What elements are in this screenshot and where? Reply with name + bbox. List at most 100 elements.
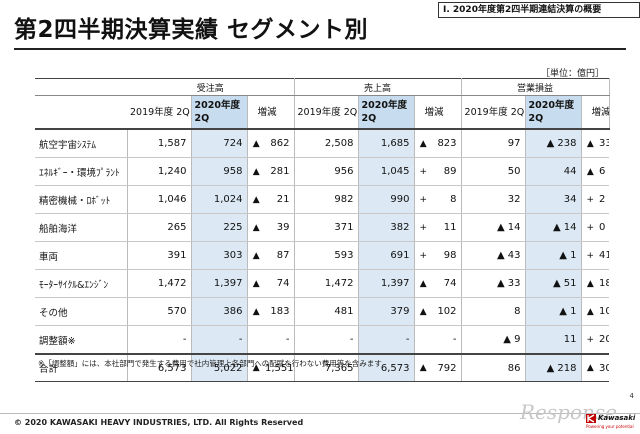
group-operating-income: 営業損益 <box>461 78 610 96</box>
cell-o-chg: - <box>265 325 295 355</box>
cell-o-chg: 87 <box>265 241 295 270</box>
cell-s-sign: ▲ <box>414 269 433 298</box>
cell-o-chg: 1,551 <box>265 353 295 382</box>
segment-results-table: 受注高 売上高 営業損益 2019年度 2Q 2020年度 2Q 増減 2019… <box>35 78 610 382</box>
kawasaki-mark-icon <box>586 414 596 423</box>
cell-o-prev: 1,472 <box>127 269 192 298</box>
page-title: 第2四半期決算実績 セグメント別 <box>14 17 369 43</box>
cell-o-chg: 39 <box>265 213 295 242</box>
cell-s-cur: 691 <box>358 241 415 270</box>
cell-s-chg: 102 <box>432 297 462 326</box>
cell-o-prev: - <box>127 325 192 355</box>
cell-s-sign: ▲ <box>414 129 433 158</box>
cell-o-cur: 386 <box>191 297 248 326</box>
cell-o-cur: 5,022 <box>191 353 248 382</box>
cell-s-cur: 990 <box>358 185 415 214</box>
cell-o-sign: ▲ <box>247 157 265 186</box>
col-prev: 2019年度 2Q <box>294 95 359 130</box>
sub-header-row: 2019年度 2Q 2020年度 2Q 増減 2019年度 2Q 2020年度 … <box>35 95 610 130</box>
cell-s-cur: 379 <box>358 297 415 326</box>
total-row: 合計 6,573 5,022 ▲ 1,551 7,365 6,573 ▲ 792 86 ▲ 218 ▲… <box>35 353 610 382</box>
cell-o-cur: 958 <box>191 157 248 186</box>
cell-p-sign: ▲ <box>581 129 600 158</box>
group-header-row: 受注高 売上高 営業損益 <box>35 78 610 96</box>
cell-p-chg: 41 <box>599 241 610 270</box>
copyright: © 2020 KAWASAKI HEAVY INDUSTRIES, LTD. A… <box>14 418 304 427</box>
cell-s-cur: 382 <box>358 213 415 242</box>
cell-s-prev: 593 <box>294 241 359 270</box>
cell-s-chg: 8 <box>432 185 462 214</box>
brand-tagline: Powering your potential <box>586 424 634 429</box>
segment-name: その他 <box>35 297 128 326</box>
cell-p-prev: 8 <box>461 297 526 326</box>
section-label: Ⅰ. 2020年度第2四半期連結決算の概要 <box>438 2 640 18</box>
cell-o-sign: ▲ <box>247 213 265 242</box>
segment-name: ﾓｰﾀｰｻｲｸﾙ&ｴﾝｼﾞﾝ <box>35 269 128 298</box>
cell-s-sign: + <box>414 157 433 186</box>
cell-o-prev: 1,587 <box>127 129 192 158</box>
watermark-logo: Response. <box>520 400 624 424</box>
cell-p-sign: + <box>581 325 600 355</box>
cell-p-cur: ▲ 1 <box>525 297 582 326</box>
cell-p-sign: + <box>581 185 600 214</box>
cell-p-sign: + <box>581 213 600 242</box>
cell-o-chg: 281 <box>265 157 295 186</box>
cell-s-cur: 1,397 <box>358 269 415 298</box>
corner-cell <box>35 78 127 96</box>
cell-s-sign <box>414 325 433 355</box>
cell-s-chg: 89 <box>432 157 462 186</box>
cell-o-sign: ▲ <box>247 297 265 326</box>
cell-p-cur: ▲ 51 <box>525 269 582 298</box>
cell-s-cur: 6,573 <box>358 353 415 382</box>
table-row: ﾓｰﾀｰｻｲｸﾙ&ｴﾝｼﾞﾝ 1,472 1,397 ▲ 74 1,472 1,397 ▲ 74… <box>35 269 610 298</box>
cell-p-prev: 86 <box>461 353 526 382</box>
cell-s-prev: 956 <box>294 157 359 186</box>
cell-p-prev: 50 <box>461 157 526 186</box>
title-underline <box>14 48 626 50</box>
cell-o-sign: ▲ <box>247 353 265 382</box>
cell-o-sign: ▲ <box>247 129 265 158</box>
cell-o-sign: ▲ <box>247 269 265 298</box>
segment-name: 車両 <box>35 241 128 270</box>
cell-p-cur: 44 <box>525 157 582 186</box>
cell-s-prev: 7,365 <box>294 353 359 382</box>
segment-name: ｴﾈﾙｷﾞｰ・環境ﾌﾟﾗﾝﾄ <box>35 157 128 186</box>
col-change: 増減 <box>247 95 295 130</box>
page-number: 4 <box>629 392 634 400</box>
cell-o-chg: 21 <box>265 185 295 214</box>
cell-p-sign: ▲ <box>581 269 600 298</box>
cell-p-cur: 11 <box>525 325 582 355</box>
cell-o-cur: 1,397 <box>191 269 248 298</box>
cell-p-chg: 20 <box>599 325 610 355</box>
cell-o-cur: 303 <box>191 241 248 270</box>
cell-o-prev: 570 <box>127 297 192 326</box>
cell-p-prev: ▲ 9 <box>461 325 526 355</box>
table-row: 船舶海洋 265 225 ▲ 39 371 382 +11 ▲ 14 ▲ 14 +0 <box>35 213 610 242</box>
cell-p-prev: ▲ 43 <box>461 241 526 270</box>
cell-p-chg: 2 <box>599 185 610 214</box>
cell-s-sign: ▲ <box>414 297 433 326</box>
cell-s-prev: - <box>294 325 359 355</box>
cell-p-cur: ▲ 1 <box>525 241 582 270</box>
cell-p-sign: + <box>581 241 600 270</box>
segment-name: 船舶海洋 <box>35 213 128 242</box>
segment-name: 精密機械・ﾛﾎﾞｯﾄ <box>35 185 128 214</box>
cell-p-prev: ▲ 14 <box>461 213 526 242</box>
col-change: 増減 <box>581 95 610 130</box>
cell-p-chg: 18 <box>599 269 610 298</box>
cell-s-chg: 74 <box>432 269 462 298</box>
cell-p-sign: ▲ <box>581 297 600 326</box>
cell-p-cur: ▲ 14 <box>525 213 582 242</box>
cell-s-cur: 1,685 <box>358 129 415 158</box>
col-cur: 2020年度 2Q <box>525 95 582 130</box>
cell-s-chg: 98 <box>432 241 462 270</box>
cell-o-sign: ▲ <box>247 241 265 270</box>
cell-s-chg: 823 <box>432 129 462 158</box>
cell-s-sign: ▲ <box>414 353 433 382</box>
cell-p-prev: 97 <box>461 129 526 158</box>
cell-o-prev: 6,573 <box>127 353 192 382</box>
cell-p-cur: ▲ 218 <box>525 353 582 382</box>
cell-p-cur: ▲ 238 <box>525 129 582 158</box>
cell-s-sign: + <box>414 213 433 242</box>
cell-s-sign: + <box>414 185 433 214</box>
